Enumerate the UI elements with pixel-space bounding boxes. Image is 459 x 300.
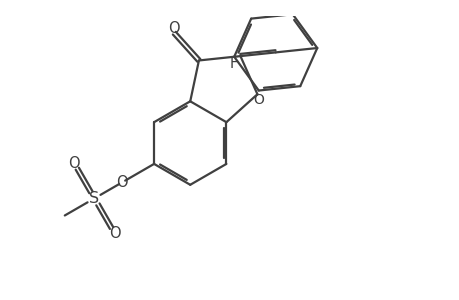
Text: O: O [68, 156, 80, 171]
Text: F: F [230, 56, 238, 71]
Text: O: O [168, 21, 180, 36]
Text: O: O [116, 175, 127, 190]
Text: O: O [252, 93, 263, 107]
Text: S: S [89, 191, 99, 206]
Text: O: O [108, 226, 120, 241]
